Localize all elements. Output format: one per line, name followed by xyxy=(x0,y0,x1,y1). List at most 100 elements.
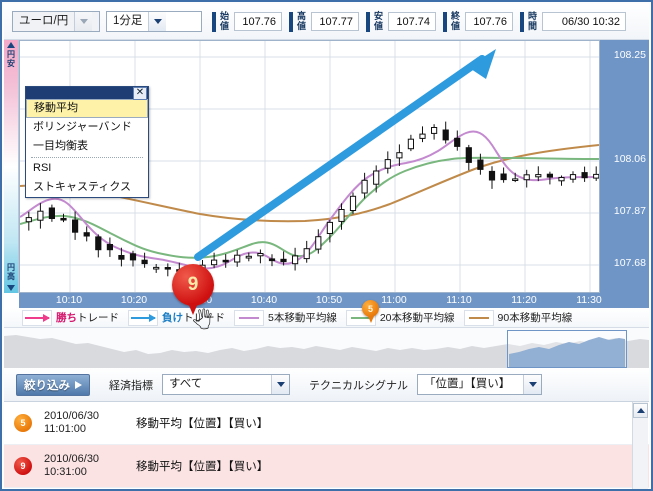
navigator-overview xyxy=(4,335,649,368)
indicator-menu-item-3[interactable]: RSI xyxy=(33,162,52,174)
chart-toolbar: ユーロ/円 1分足 始値 107.76 高値 107.77 安値 107.74 終値 107.… xyxy=(4,4,649,40)
signal-marker-9-label: 9 xyxy=(172,264,214,306)
ma20-line xyxy=(20,156,599,259)
arrow-up-icon xyxy=(7,42,15,48)
row-badge: 9 xyxy=(14,457,32,475)
legend-label: 90本移動平均線 xyxy=(497,312,573,324)
field-value: 107.77 xyxy=(311,12,359,31)
row-badge: 5 xyxy=(14,414,32,432)
ma5-line xyxy=(20,130,599,270)
field-accent-bar xyxy=(289,11,293,32)
chevron-down-icon[interactable] xyxy=(74,12,93,31)
gauge-label-top: 円安 xyxy=(7,50,15,68)
legend-arrow-icon xyxy=(22,309,52,326)
narrow-down-label: 絞り込み xyxy=(24,379,70,392)
row-datetime: 2010/06/30 11:01:00 xyxy=(44,410,100,435)
narrow-down-button[interactable]: 絞り込み xyxy=(16,373,90,396)
technical-signal-value: 「位置」【買い】 xyxy=(424,378,511,390)
trend-arrow-lose xyxy=(194,49,496,261)
currency-pair-select[interactable]: ユーロ/円 xyxy=(12,11,100,32)
field-label: 時間 xyxy=(527,11,537,31)
indicator-menu-items: 移動平均ボリンジャーバンド 一目均衡表 RSI ストキャスティクス xyxy=(26,99,148,197)
ohlc-field-1: 高値 107.77 xyxy=(289,11,366,32)
legend-item-4: 90本移動平均線 xyxy=(463,309,573,326)
chevron-down-icon[interactable] xyxy=(523,375,541,394)
time-tick: 10:20 xyxy=(120,294,148,306)
chart-legend: 勝ちトレード 負けトレード 5本移動平均線 20本移動平均線 90本移動平均線 xyxy=(4,308,649,328)
period-select[interactable]: 1分足 xyxy=(106,11,202,32)
legend-item-2: 5本移動平均線 xyxy=(234,309,337,326)
indicator-menu-item-0[interactable]: 移動平均 xyxy=(26,99,148,118)
candlestick-series xyxy=(25,121,599,277)
legend-label: 負けトレード xyxy=(162,312,225,324)
legend-item-1: 負けトレード xyxy=(128,309,225,326)
field-label: 終値 xyxy=(450,11,460,31)
economic-indicator-label: 経済指標 xyxy=(109,379,153,392)
gauge-label-bottom: 円高 xyxy=(7,263,15,281)
pin-tail xyxy=(367,316,374,323)
chart-svg xyxy=(20,41,599,292)
price-tick: 108.06 xyxy=(613,153,646,165)
currency-pair-value: ユーロ/円 xyxy=(19,15,69,27)
field-accent-bar xyxy=(212,11,216,32)
indicator-menu-titlebar: ✕ xyxy=(26,86,148,100)
ohlc-field-4: 時間 06/30 10:32 xyxy=(520,11,633,32)
scroll-up-icon[interactable] xyxy=(633,403,648,418)
field-label: 始値 xyxy=(219,11,229,31)
chevron-down-icon[interactable] xyxy=(148,12,167,31)
row-signal: 移動平均【位置】【買い】 xyxy=(136,418,269,430)
menu-separator xyxy=(31,157,143,158)
chart-navigator[interactable] xyxy=(4,328,649,369)
table-row[interactable]: 9 2010/06/30 10:31:00 移動平均【位置】【買い】 xyxy=(4,445,649,488)
indicator-menu[interactable]: ✕ 移動平均ボリンジャーバンド 一目均衡表 RSI ストキャスティクス xyxy=(25,86,149,198)
signal-list[interactable]: 5 2010/06/30 11:01:00 移動平均【位置】【買い】 9 2010/06/… xyxy=(4,402,649,489)
arrow-down-icon xyxy=(7,285,15,291)
price-tick: 107.87 xyxy=(613,205,646,217)
field-value: 06/30 10:32 xyxy=(542,12,626,31)
chevron-down-icon[interactable] xyxy=(271,375,289,394)
mouse-cursor-icon: 🖑 xyxy=(192,311,213,332)
field-value: 107.76 xyxy=(465,12,513,31)
field-accent-bar xyxy=(443,11,447,32)
signal-marker-5-label: 5 xyxy=(362,300,379,317)
navigator-selection-window[interactable] xyxy=(507,330,627,368)
time-tick: 10:50 xyxy=(315,294,343,306)
ohlc-readout: 始値 107.76 高値 107.77 安値 107.74 終値 107.76 時間 06/30 … xyxy=(212,11,633,32)
arrow-right-icon xyxy=(75,380,82,389)
time-tick: 11:10 xyxy=(446,294,472,306)
legend-item-0: 勝ちトレード xyxy=(22,309,119,326)
signal-marker-5[interactable]: 5 xyxy=(362,300,379,323)
close-icon[interactable]: ✕ xyxy=(133,86,147,100)
ohlc-field-0: 始値 107.76 xyxy=(212,11,289,32)
ohlc-field-2: 安値 107.74 xyxy=(366,11,443,32)
signal-marker-9[interactable]: 9 xyxy=(172,264,214,315)
legend-label: 5本移動平均線 xyxy=(268,312,337,324)
technical-signal-label: テクニカルシグナル xyxy=(309,379,408,392)
filter-bar: 絞り込み 経済指標 すべて テクニカルシグナル 「位置」【買い】 xyxy=(4,368,649,402)
economic-indicator-select[interactable]: すべて xyxy=(162,374,290,395)
field-accent-bar xyxy=(520,11,524,32)
period-value: 1分足 xyxy=(113,15,143,27)
navigator-area xyxy=(4,335,649,368)
time-tick: 10:40 xyxy=(250,294,278,306)
price-tick: 107.68 xyxy=(613,257,646,269)
field-value: 107.74 xyxy=(388,12,436,31)
indicator-menu-item-2[interactable]: 一目均衡表 xyxy=(33,140,88,152)
legend-arrow-icon xyxy=(128,309,158,326)
chart-area: 円安 円高 xyxy=(4,40,649,331)
table-row[interactable]: 5 2010/06/30 11:01:00 移動平均【位置】【買い】 xyxy=(4,402,649,445)
ohlc-field-3: 終値 107.76 xyxy=(443,11,520,32)
price-tick: 108.25 xyxy=(613,49,646,61)
legend-label: 20本移動平均線 xyxy=(379,312,455,324)
field-label: 高値 xyxy=(296,11,306,31)
indicator-menu-item-4[interactable]: ストキャスティクス xyxy=(33,181,132,193)
legend-label: 勝ちトレード xyxy=(56,312,119,324)
time-tick: 10:10 xyxy=(55,294,83,306)
list-scrollbar[interactable] xyxy=(632,402,648,489)
pin-tail xyxy=(188,303,198,315)
economic-indicator-value: すべて xyxy=(169,378,203,390)
yen-direction-gauge: 円安 円高 xyxy=(4,40,19,293)
row-signal: 移動平均【位置】【買い】 xyxy=(136,461,269,473)
indicator-menu-item-1[interactable]: ボリンジャーバンド xyxy=(33,121,132,133)
technical-signal-select[interactable]: 「位置」【買い】 xyxy=(417,374,542,395)
